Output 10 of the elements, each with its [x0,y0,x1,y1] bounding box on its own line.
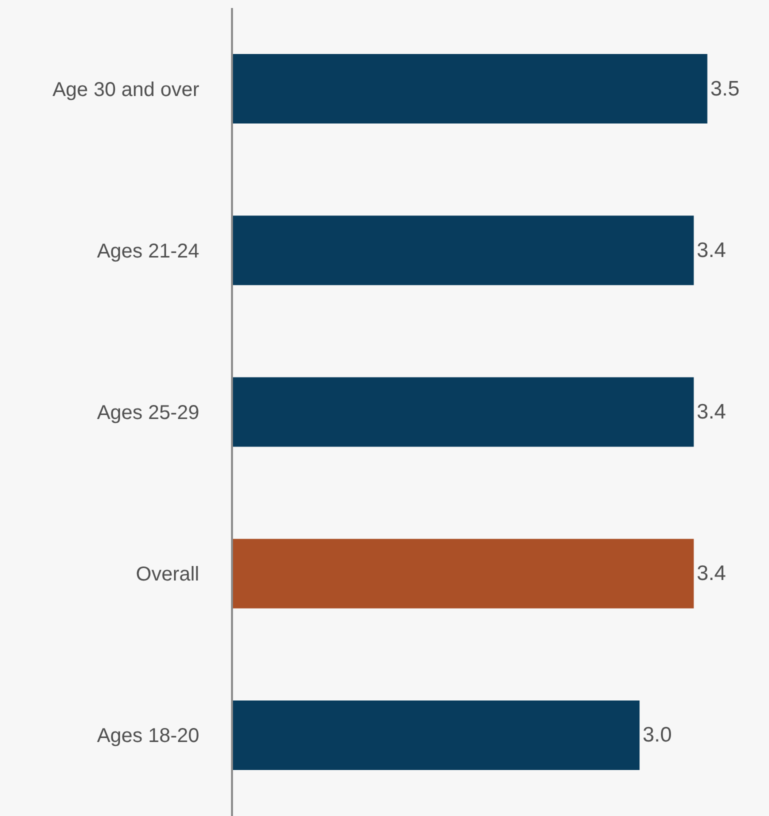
data-label: 3.4 [696,562,726,586]
data-label: 3.4 [696,238,726,262]
y-tick-label: Overall [136,564,200,586]
data-label: 3.0 [642,724,672,747]
data-label: 3.4 [696,400,726,424]
y-tick-label: Ages 18-20 [96,725,200,748]
data-label: 3.5 [710,77,740,100]
y-tick-label: Age 30 and over [52,78,200,101]
y-tick-label: Ages 25-29 [96,402,200,424]
y-tick-label: Ages 21-24 [96,240,200,262]
